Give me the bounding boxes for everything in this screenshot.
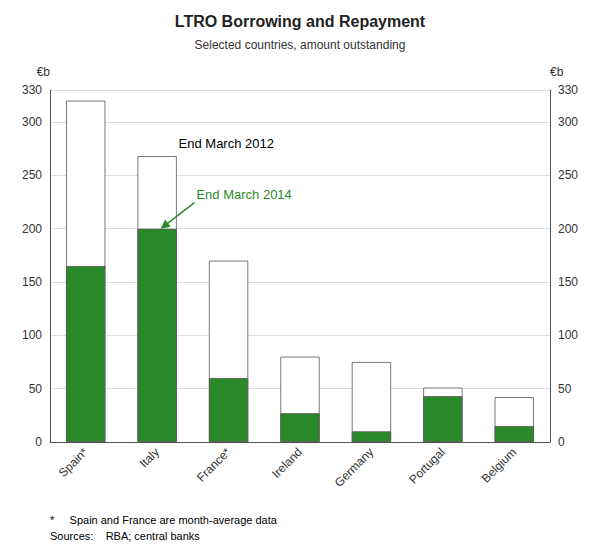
svg-text:End March 2012: End March 2012 bbox=[179, 136, 274, 151]
svg-text:330: 330 bbox=[22, 83, 42, 97]
svg-text:150: 150 bbox=[22, 275, 42, 289]
svg-text:Selected countries, amount out: Selected countries, amount outstanding bbox=[195, 38, 406, 52]
svg-text:100: 100 bbox=[558, 328, 578, 342]
svg-text:€b: €b bbox=[37, 65, 51, 79]
svg-text:200: 200 bbox=[22, 222, 42, 236]
svg-text:250: 250 bbox=[558, 168, 578, 182]
svg-text:330: 330 bbox=[558, 83, 578, 97]
svg-text:Belgium: Belgium bbox=[479, 445, 520, 486]
svg-text:Italy: Italy bbox=[137, 445, 162, 470]
svg-text:0: 0 bbox=[35, 435, 42, 449]
svg-text:150: 150 bbox=[558, 275, 578, 289]
svg-text:200: 200 bbox=[558, 222, 578, 236]
svg-text:Germany: Germany bbox=[332, 445, 377, 490]
svg-text:50: 50 bbox=[558, 382, 572, 396]
svg-text:100: 100 bbox=[22, 328, 42, 342]
svg-text:0: 0 bbox=[558, 435, 565, 449]
svg-text:France*: France* bbox=[194, 445, 234, 485]
svg-text:300: 300 bbox=[22, 115, 42, 129]
svg-text:Portugal: Portugal bbox=[406, 445, 447, 486]
svg-text:End March 2014: End March 2014 bbox=[196, 187, 291, 202]
svg-text:50: 50 bbox=[29, 382, 43, 396]
svg-text:Ireland: Ireland bbox=[269, 445, 305, 481]
svg-text:* Spain and France are mon: * Spain and France are month-average dat… bbox=[50, 514, 278, 526]
svg-text:Spain*: Spain* bbox=[56, 445, 91, 480]
svg-text:300: 300 bbox=[558, 115, 578, 129]
svg-text:250: 250 bbox=[22, 168, 42, 182]
svg-text:€b: €b bbox=[550, 65, 564, 79]
svg-text:Sources: RBA; central banks: Sources: RBA; central banks bbox=[50, 530, 200, 542]
svg-text:LTRO Borrowing and Repayment: LTRO Borrowing and Repayment bbox=[175, 13, 426, 30]
